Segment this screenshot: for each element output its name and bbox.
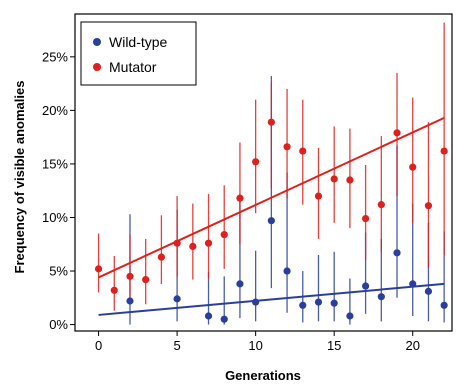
mutator-point (110, 286, 118, 294)
wildtype-point (393, 249, 401, 257)
wildtype-point (236, 280, 244, 288)
mutator-point (283, 143, 291, 151)
mutator-point (204, 239, 213, 247)
x-tick-label: 0 (95, 338, 102, 353)
mutator-point (267, 118, 275, 126)
y-tick-label: 0% (49, 317, 68, 332)
mutator-point (173, 239, 181, 247)
wildtype-point (126, 297, 134, 305)
y-tick-label: 25% (42, 49, 68, 64)
mutator-point (299, 147, 307, 155)
x-tick-label: 10 (248, 338, 262, 353)
wildtype-point (204, 312, 213, 320)
y-tick-label: 10% (42, 210, 68, 225)
mutator-trend-line (98, 116, 445, 279)
mutator-point (142, 275, 150, 284)
wildtype-point (377, 293, 385, 301)
wildtype-point (440, 301, 448, 309)
wildtype-point (220, 315, 228, 323)
mutator-point (314, 192, 323, 200)
x-tick-label: 20 (405, 338, 419, 353)
wildtype-point (173, 295, 181, 303)
mutator-point (220, 231, 228, 239)
wildtype-point (362, 282, 370, 290)
wildtype-point (424, 287, 433, 295)
wildtype-point (409, 280, 417, 288)
mutator-point (377, 201, 385, 209)
wildtype-point (299, 301, 307, 309)
mutator-point (409, 163, 417, 171)
mutator-point (440, 147, 448, 155)
wildtype-point (330, 299, 338, 307)
mutator-point (189, 242, 197, 250)
legend-box (80, 21, 197, 86)
y-tick-label: 20% (42, 103, 68, 118)
mutator-point (157, 253, 165, 261)
legend-mutator-label: Mutator (109, 59, 157, 75)
wildtype-point (314, 298, 323, 306)
legend-wildtype-marker (93, 38, 101, 46)
wildtype-point (283, 267, 291, 275)
mutator-point (330, 175, 338, 183)
plot-frame (74, 13, 453, 332)
wildtype-point (346, 312, 354, 320)
mutator-point (236, 194, 244, 202)
x-tick-label: 15 (327, 338, 341, 353)
wildtype-point (267, 217, 275, 225)
mutator-point (252, 158, 260, 166)
legend-wildtype-label: Wild-type (109, 34, 168, 50)
x-tick-label: 5 (173, 338, 180, 353)
mutator-point (393, 129, 401, 137)
y-tick-label: 5% (49, 264, 68, 279)
wildtype-point (252, 298, 260, 306)
mutator-point (126, 272, 134, 280)
x-axis-title: Generations (225, 368, 301, 383)
mutator-point (346, 176, 354, 184)
mutator-point (424, 202, 433, 210)
wildtype-trend-line (98, 282, 445, 316)
mutator-point (362, 214, 370, 223)
legend-mutator-marker (93, 63, 101, 71)
legend: Wild-type Mutator (80, 21, 197, 86)
y-axis-title: Frequency of visible anomalies (12, 81, 27, 274)
mutator-point (94, 265, 103, 273)
y-tick-label: 15% (42, 156, 68, 171)
